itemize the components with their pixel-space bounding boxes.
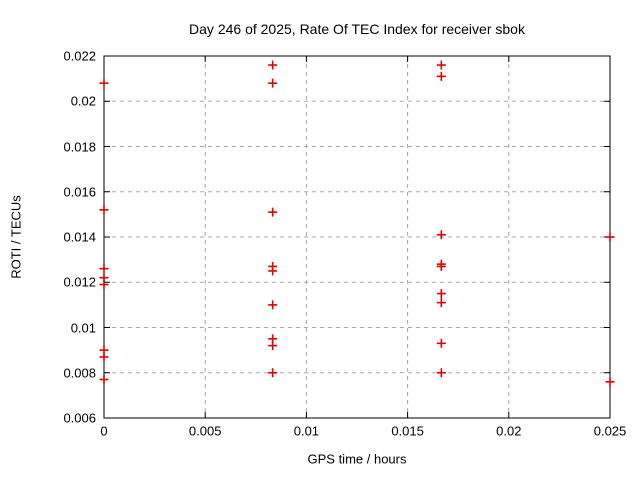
x-tick-label: 0 [100,423,108,439]
x-axis-label: GPS time / hours [307,451,407,467]
y-tick-label: 0.016 [63,184,96,200]
y-tick-label: 0.014 [63,229,96,245]
y-tick-label: 0.02 [70,93,96,109]
chart-title: Day 246 of 2025, Rate Of TEC Index for r… [189,21,525,37]
y-tick-label: 0.018 [63,139,96,154]
y-tick-label: 0.006 [63,410,96,426]
y-tick-label: 0.022 [63,48,96,64]
y-tick-label: 0.01 [70,320,96,335]
y-axis-label: ROTI / TECUs [8,195,24,279]
x-tick-label: 0.015 [391,423,424,439]
x-tick-label: 0.005 [188,423,222,439]
x-tick-label: 0.01 [293,423,320,439]
x-tick-label: 0.025 [593,423,627,439]
y-tick-label: 0.012 [63,274,96,290]
y-tick-label: 0.008 [63,365,96,381]
x-tick-label: 0.02 [496,423,522,439]
